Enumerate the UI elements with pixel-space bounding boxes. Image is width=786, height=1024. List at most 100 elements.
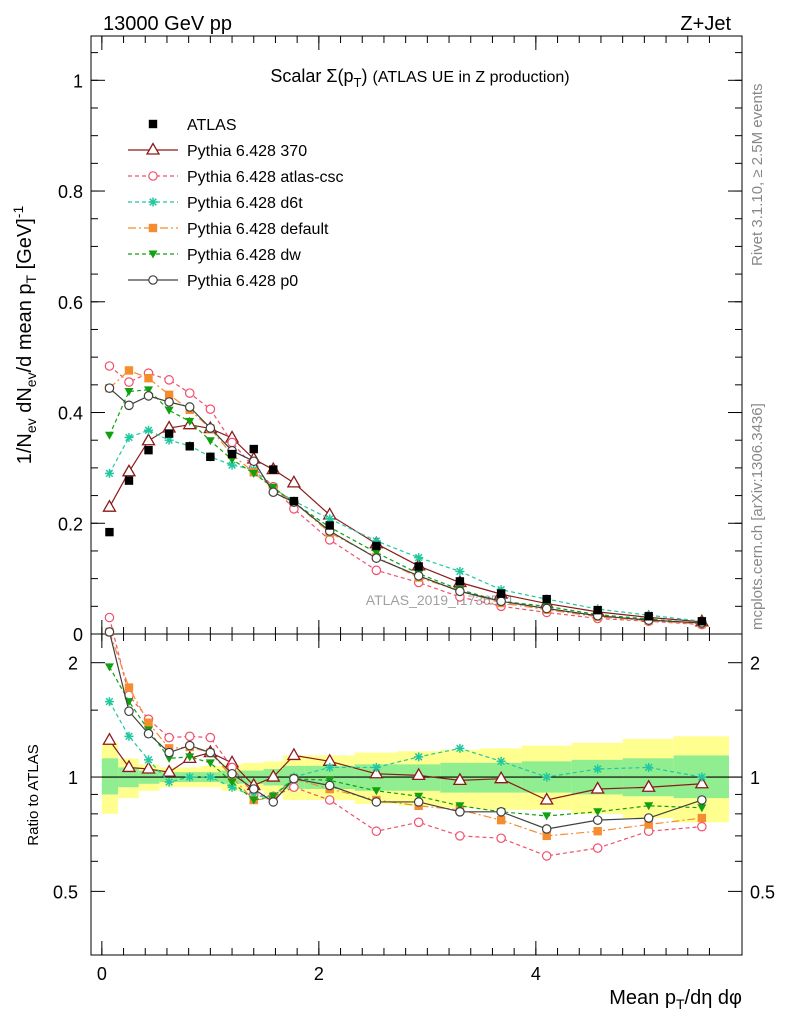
legend: ATLAS Pythia 6.428 370 Pythia 6.428 atlas-… <box>128 117 344 290</box>
series-ATLAS <box>105 429 707 626</box>
point-atlascsc <box>184 388 195 398</box>
ratio-point-p0 <box>143 728 154 739</box>
point-p0 <box>268 487 279 498</box>
point-ATLAS <box>206 452 215 462</box>
legend-label: Pythia 6.428 370 <box>187 143 307 160</box>
ratio-panel: 0.5 0.5 1 1 2 2 0 2 4 Ratio to ATLAS Mean pT/dη … <box>25 612 775 1012</box>
point-p0 <box>371 553 382 563</box>
point-p0 <box>164 397 174 407</box>
main-ytick-label: 0.2 <box>58 514 83 534</box>
legend-entry-d6t: Pythia 6.428 d6t <box>128 195 303 212</box>
ratio-point-d6t <box>697 772 707 782</box>
main-ticks: 0 0.2 0.4 0.6 0.8 1 <box>58 36 742 645</box>
main-ytick-label: 0.6 <box>58 293 83 313</box>
ratio-point-p0 <box>324 780 335 791</box>
legend-entry-dw: Pythia 6.428 dw <box>128 247 301 264</box>
x-axis-label: Mean pT/dη dφ <box>609 987 742 1012</box>
point-p370 <box>121 463 137 477</box>
point-p370 <box>286 475 302 488</box>
point-p0 <box>104 383 115 393</box>
ratio-point-p0 <box>164 747 174 758</box>
legend-marker <box>148 197 158 207</box>
legend-entry-ATLAS: ATLAS <box>148 117 237 134</box>
header-right: Z+Jet <box>680 13 731 35</box>
point-dw <box>124 387 134 396</box>
point-atlascsc <box>205 404 216 414</box>
legend-marker <box>145 142 161 155</box>
x-tick-label: 4 <box>531 964 541 984</box>
ratio-ytick-label-right: 0.5 <box>750 882 775 902</box>
ratio-point-atlascsc <box>455 831 465 841</box>
legend-label: Pythia 6.428 atlas-csc <box>187 169 344 186</box>
ratio-point-atlascsc <box>592 843 603 853</box>
point-ATLAS <box>269 465 278 474</box>
point-ATLAS <box>455 577 465 586</box>
ratio-point-p370 <box>694 775 709 789</box>
legend-marker <box>148 275 158 285</box>
legend-entry-p0: Pythia 6.428 p0 <box>128 273 298 290</box>
ratio-point-atlascsc <box>496 833 506 844</box>
point-atlascsc <box>124 377 134 387</box>
ratio-point-p0 <box>455 806 465 817</box>
point-ATLAS <box>325 521 334 530</box>
ratio-point-default <box>697 813 707 823</box>
main-ytick-label: 1 <box>73 71 83 91</box>
ratio-point-d6t <box>164 777 174 787</box>
ratio-point-p370 <box>161 764 177 777</box>
ratio-point-d6t <box>644 762 654 772</box>
band-green <box>101 758 119 795</box>
point-p370 <box>102 499 117 512</box>
ratio-point-p370 <box>539 792 554 805</box>
point-atlascsc <box>164 375 174 385</box>
ratio-point-dw <box>414 792 424 801</box>
ratio-point-dw <box>644 802 654 811</box>
series-line-p0 <box>109 387 702 624</box>
point-p0 <box>541 603 552 614</box>
point-atlascsc <box>324 535 335 545</box>
ratio-point-default <box>144 718 153 727</box>
ratio-point-d6t <box>104 697 114 707</box>
ratio-point-p0 <box>104 627 115 637</box>
legend-marker <box>148 223 158 233</box>
ratio-point-p370 <box>266 769 281 782</box>
ratio-ytick-label: 0.5 <box>53 882 78 902</box>
point-p0 <box>455 586 465 597</box>
ratio-point-d6t <box>542 772 552 782</box>
legend-label: Pythia 6.428 default <box>187 221 329 238</box>
point-p0 <box>496 596 506 607</box>
point-p0 <box>143 391 154 401</box>
point-p0 <box>124 400 134 411</box>
ratio-point-p370 <box>494 770 509 784</box>
ratio-point-dw <box>697 804 707 813</box>
legend-entry-p370: Pythia 6.428 370 <box>128 142 307 160</box>
series-line-default <box>109 369 702 625</box>
ratio-point-d6t <box>227 782 237 792</box>
point-dw <box>164 406 174 415</box>
x-tick-label: 0 <box>97 964 107 984</box>
ratio-point-p0 <box>289 773 299 784</box>
ratio-point-p370 <box>452 772 468 786</box>
ratio-point-p0 <box>371 797 382 807</box>
ratio-point-d6t <box>205 772 215 782</box>
point-d6t <box>124 432 134 442</box>
series-atlascsc <box>104 361 707 630</box>
ratio-series <box>102 612 709 861</box>
point-default <box>124 366 134 375</box>
ratio-point-d6t <box>496 756 506 766</box>
ratio-point-p370 <box>590 781 605 794</box>
ratio-ytick-label: 2 <box>68 654 78 674</box>
ratio-ytick-label-right: 2 <box>750 654 760 674</box>
point-ATLAS <box>249 444 258 454</box>
point-p0 <box>184 402 195 412</box>
ratio-point-p0 <box>643 813 654 823</box>
point-d6t <box>455 566 465 576</box>
point-p0 <box>248 456 259 467</box>
main-series <box>102 361 709 630</box>
legend-label: Pythia 6.428 d6t <box>187 195 303 212</box>
point-ATLAS <box>593 605 602 615</box>
legend-marker <box>148 119 158 129</box>
ratio-point-p0 <box>227 768 237 779</box>
main-ytick-label: 0 <box>73 625 83 645</box>
ratio-point-p0 <box>413 797 424 807</box>
series-line-atlascsc <box>109 365 702 626</box>
